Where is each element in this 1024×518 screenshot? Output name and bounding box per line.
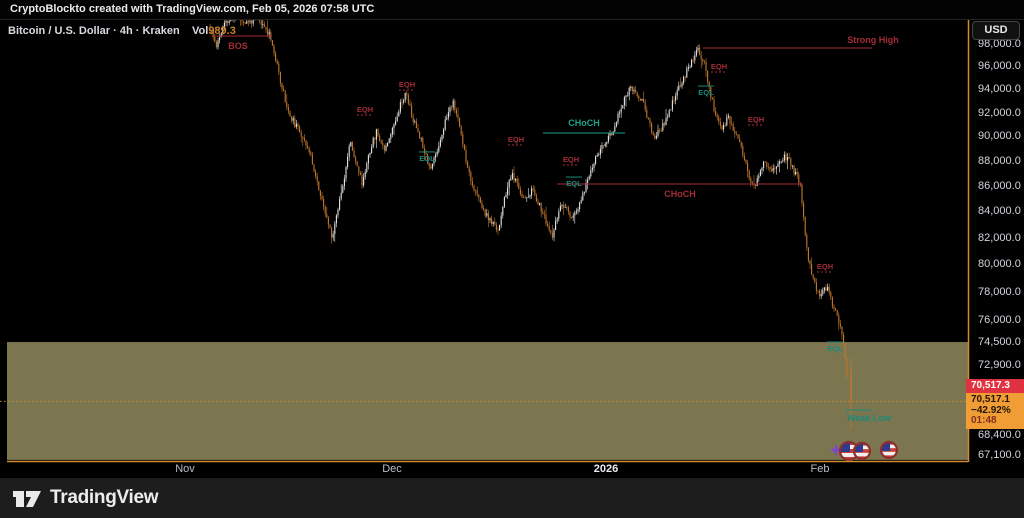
eqh-label: EQH: [357, 105, 373, 114]
price-axis-label: 90,000.0: [978, 130, 1021, 143]
candlestick-series: [209, 20, 852, 430]
price-axis-label: 92,000.0: [978, 106, 1021, 119]
footer-bar: TradingView: [0, 478, 1024, 518]
eql-label: EQL: [698, 88, 714, 97]
symbol-title[interactable]: Bitcoin / U.S. Dollar · 4h · Kraken: [8, 25, 180, 37]
last-price-countdown-label: 70,517.1 −42.92% 01:48: [966, 393, 1024, 429]
sparkle-sticker-icon[interactable]: [830, 444, 842, 456]
highlight-zone-rectangle[interactable]: [7, 342, 968, 460]
price-axis-label: 78,000.0: [978, 285, 1021, 298]
structure-label-weak-low: Weak Low: [847, 413, 892, 423]
structure-label-bos: BOS: [228, 41, 248, 51]
time-axis-label: Dec: [382, 463, 402, 475]
eqh-label: EQH: [508, 135, 524, 144]
price-axis-label: 88,000.0: [978, 154, 1021, 167]
last-price-value: 70,517.1: [971, 394, 1010, 405]
time-axis-label: Feb: [810, 463, 830, 475]
price-axis-label: 67,100.0: [978, 449, 1021, 462]
tradingview-logo-icon: [13, 491, 41, 507]
bar-countdown: 01:48: [971, 415, 997, 426]
price-axis-label: 68,400.0: [978, 428, 1021, 441]
symbol-legend[interactable]: Bitcoin / U.S. Dollar · 4h · Kraken Vol9…: [8, 25, 236, 37]
us-flag-sticker-icon[interactable]: [880, 441, 898, 459]
us-flag-sticker-icon[interactable]: [853, 442, 871, 460]
eql-label: EQL: [827, 344, 843, 353]
price-axis-label: 74,500.0: [978, 336, 1021, 349]
price-axis-label: 86,000.0: [978, 179, 1021, 192]
currency-toggle-button[interactable]: USD: [972, 21, 1020, 40]
price-axis-label: 98,000.0: [978, 38, 1021, 50]
pane-content: BOS Strong High CHoCH CHoCH Weak Low EQH EQH EQ…: [0, 20, 968, 461]
time-axis-label: Nov: [175, 463, 195, 475]
eqh-label: EQH: [563, 155, 579, 164]
us-flag-sticker-icon[interactable]: [839, 441, 859, 461]
structure-label-choch: CHoCH: [664, 189, 696, 199]
price-axis-label: 82,000.0: [978, 231, 1021, 244]
tradingview-logo-text: TradingView: [50, 487, 159, 508]
eqh-label: EQH: [399, 80, 415, 89]
time-axis-label: 2026: [593, 463, 619, 475]
eqh-label: EQH: [817, 262, 833, 271]
price-axis-label: 94,000.0: [978, 83, 1021, 96]
attribution-text: CryptoBlockto created with TradingView.c…: [10, 3, 375, 15]
eql-label: EQL: [419, 154, 435, 163]
structure-label-choch: CHoCH: [568, 118, 600, 128]
price-axis-label: 72,900.0: [978, 359, 1021, 372]
tradingview-logo[interactable]: TradingView: [12, 486, 159, 510]
price-axis-label: 96,000.0: [978, 60, 1021, 73]
price-axis-label: 76,000.0: [978, 314, 1021, 327]
us-flag-sticker-ring: [852, 441, 872, 461]
eqh-label: EQH: [711, 62, 727, 71]
alert-price-label: 70,517.3: [966, 379, 1024, 393]
eql-label: EQL: [566, 179, 582, 188]
price-axis-label: 84,000.0: [978, 205, 1021, 218]
price-axis-label: 80,000.0: [978, 258, 1021, 271]
volume-label: Vol: [192, 25, 209, 37]
volume-value: 989.3: [208, 25, 236, 37]
price-change-percent: −42.92%: [971, 404, 1011, 416]
eqh-label: EQH: [748, 115, 764, 124]
structure-label-strong-high: Strong High: [847, 35, 899, 45]
attribution-bar: CryptoBlockto created with TradingView.c…: [0, 0, 1024, 20]
us-flag-sticker-ring: [879, 440, 899, 460]
